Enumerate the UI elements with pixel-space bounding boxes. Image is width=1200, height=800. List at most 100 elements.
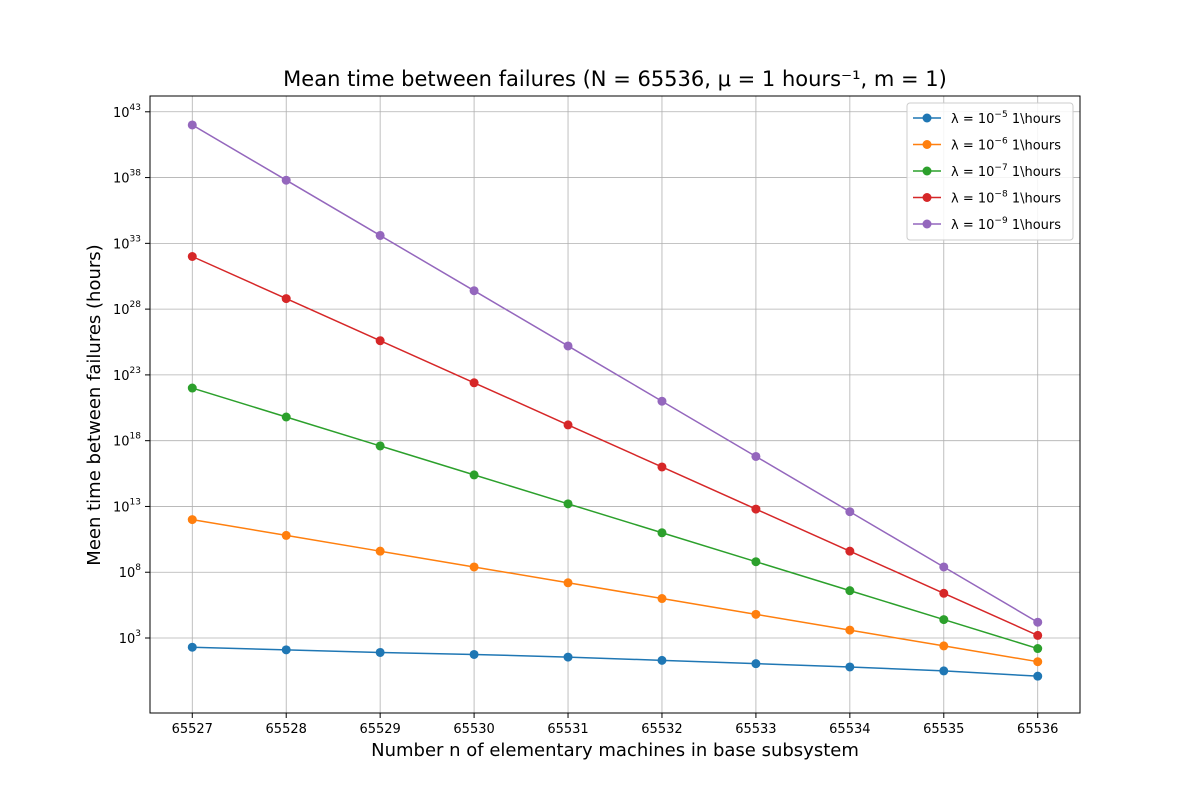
- y-tick-label: 1038: [113, 169, 141, 187]
- legend-marker: [922, 140, 932, 149]
- data-point: [1033, 671, 1043, 681]
- data-point: [375, 336, 385, 346]
- x-tick-label: 65528: [266, 722, 307, 737]
- data-point: [1033, 644, 1043, 654]
- data-point: [469, 378, 479, 388]
- data-point: [751, 557, 761, 567]
- x-tick-label: 65527: [172, 722, 213, 737]
- data-point: [375, 647, 385, 657]
- legend-label: λ = 10−6 1\hours: [951, 137, 1061, 154]
- data-point: [657, 528, 667, 538]
- data-point: [187, 383, 197, 393]
- y-tick-label: 1043: [113, 103, 141, 121]
- data-point: [563, 578, 573, 588]
- y-tick-label: 1028: [113, 300, 141, 318]
- series-5: [187, 120, 1043, 627]
- data-point: [375, 546, 385, 556]
- x-tick-label: 65532: [641, 722, 682, 737]
- legend-label: λ = 10−9 1\hours: [951, 216, 1061, 233]
- chart-title: Mean time between failures (N = 65536, μ…: [283, 67, 947, 91]
- grid-lines: [150, 96, 1080, 713]
- data-point: [845, 662, 855, 672]
- data-point: [751, 609, 761, 619]
- legend: λ = 10−5 1\hours λ = 10−6 1\hours λ = 10−7…: [906, 102, 1074, 241]
- data-series: [187, 120, 1043, 681]
- x-axis-label: Number n of elementary machines in base …: [371, 740, 859, 761]
- series-3: [187, 383, 1043, 654]
- data-point: [281, 294, 291, 304]
- data-point: [563, 341, 573, 351]
- data-point: [469, 649, 479, 659]
- data-point: [845, 546, 855, 556]
- legend-label: λ = 10−8 1\hours: [951, 190, 1061, 207]
- legend-item: λ = 10−8 1\hours: [913, 190, 1061, 207]
- data-point: [281, 645, 291, 655]
- data-point: [939, 615, 949, 625]
- legend-item: λ = 10−5 1\hours: [913, 110, 1061, 127]
- data-point: [845, 625, 855, 635]
- data-point: [939, 562, 949, 572]
- data-point: [281, 530, 291, 540]
- axis-ticks: 65527 65528 65529 65530 65531 65532 65533 65534…: [113, 103, 1058, 737]
- legend-marker: [922, 166, 932, 176]
- y-tick-label: 1013: [113, 497, 141, 515]
- data-point: [939, 588, 949, 598]
- data-point: [657, 594, 667, 604]
- data-point: [1033, 617, 1043, 627]
- data-point: [563, 499, 573, 509]
- y-tick-label: 108: [119, 563, 142, 581]
- series-line: [192, 518, 1038, 663]
- x-tick-label: 65529: [359, 722, 400, 737]
- data-point: [657, 396, 667, 406]
- y-tick-label: 1033: [113, 234, 141, 252]
- data-point: [751, 451, 761, 461]
- data-point: [751, 659, 761, 669]
- data-point: [187, 515, 197, 525]
- x-tick-label: 65533: [735, 722, 776, 737]
- legend-marker: [922, 113, 932, 123]
- data-point: [187, 251, 197, 261]
- data-point: [563, 420, 573, 430]
- data-point: [1033, 657, 1043, 667]
- series-2: [187, 515, 1043, 667]
- plot-frame: [149, 95, 1081, 714]
- y-axis-label: Meen time between failures (hours): [84, 244, 105, 565]
- legend-marker: [922, 219, 932, 229]
- series-line: [192, 646, 1038, 677]
- legend-item: λ = 10−7 1\hours: [913, 163, 1061, 180]
- x-tick-label: 65534: [829, 722, 870, 737]
- data-point: [657, 462, 667, 472]
- data-point: [469, 286, 479, 296]
- data-point: [469, 562, 479, 572]
- data-point: [281, 412, 291, 422]
- legend-label: λ = 10−5 1\hours: [951, 110, 1061, 127]
- series-line: [191, 124, 1039, 623]
- data-point: [375, 230, 385, 240]
- data-point: [375, 441, 385, 451]
- series-1: [187, 642, 1043, 681]
- data-point: [1033, 630, 1043, 640]
- x-tick-label: 65536: [1017, 722, 1058, 737]
- data-point: [563, 652, 573, 662]
- y-tick-label: 1023: [113, 366, 141, 384]
- data-point: [751, 504, 761, 514]
- data-point: [657, 655, 667, 665]
- legend-label: λ = 10−7 1\hours: [951, 163, 1061, 180]
- x-tick-label: 65535: [923, 722, 964, 737]
- legend-item: λ = 10−6 1\hours: [913, 137, 1061, 154]
- data-point: [939, 666, 949, 676]
- data-point: [845, 586, 855, 596]
- legend-item: λ = 10−9 1\hours: [913, 216, 1061, 233]
- data-point: [939, 641, 949, 651]
- y-tick-label: 103: [119, 629, 141, 647]
- series-4: [187, 251, 1043, 640]
- series-line: [192, 387, 1038, 650]
- data-point: [845, 507, 855, 517]
- x-tick-label: 65531: [547, 722, 588, 737]
- y-tick-label: 1018: [113, 432, 141, 450]
- series-line: [191, 255, 1039, 637]
- data-point: [281, 175, 291, 185]
- legend-marker: [922, 193, 932, 202]
- data-point: [469, 470, 479, 480]
